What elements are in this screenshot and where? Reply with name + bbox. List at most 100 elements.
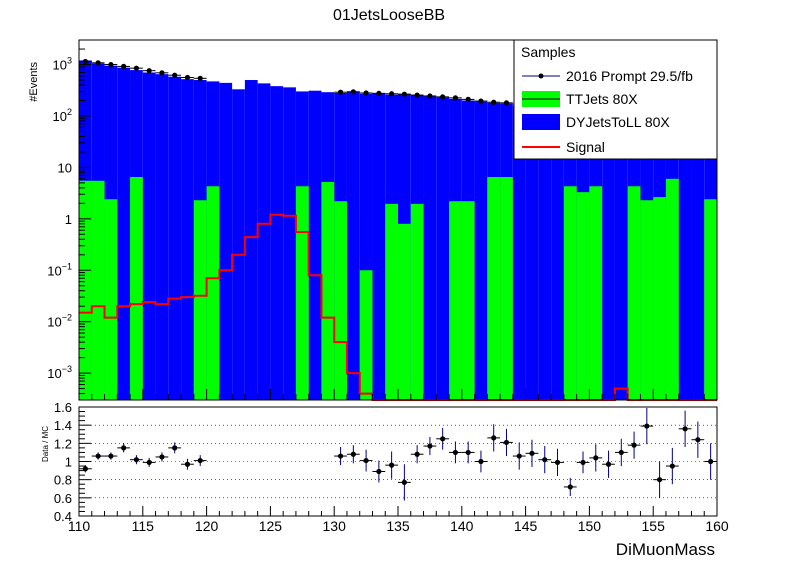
dy-bar — [346, 91, 360, 400]
ttjets-bar — [487, 177, 501, 400]
x-tick-label: 155 — [642, 518, 666, 534]
data-point — [491, 99, 497, 105]
ratio-point — [401, 479, 407, 485]
ratio-point — [363, 457, 369, 464]
ratio-point — [95, 453, 101, 459]
data-point — [376, 90, 382, 96]
legend-label: TTJets 80X — [566, 91, 638, 107]
data-point — [172, 72, 178, 78]
legend-title: Samples — [521, 44, 575, 60]
ttjets-bar — [576, 192, 590, 400]
data-point — [363, 90, 369, 96]
ttjets-bar — [627, 186, 641, 400]
ratio-y-tick-label: 1 — [65, 455, 72, 470]
dy-bar — [525, 106, 539, 401]
ratio-point — [554, 459, 561, 466]
data-point — [440, 94, 446, 100]
data-point — [159, 70, 165, 76]
legend: Samples 2016 Prompt 29.5/fb TTJets 80X D… — [513, 39, 718, 160]
ratio-point — [133, 457, 140, 463]
data-point — [414, 92, 420, 98]
x-tick-label: 125 — [259, 518, 283, 534]
data-point — [337, 89, 344, 95]
y-axis: 10−3 10−2 10−1 1 10 102 103 — [47, 39, 91, 401]
dy-bar — [691, 117, 705, 400]
dy-bar — [308, 90, 322, 401]
ttjets-bar — [449, 201, 462, 400]
dy-bar — [678, 115, 692, 400]
ttjets-bar — [334, 201, 347, 400]
ratio-point — [682, 426, 688, 432]
data-point — [389, 91, 395, 97]
ttjets-bar — [665, 178, 679, 400]
dy-bar — [602, 111, 615, 401]
ttjets-bar — [461, 201, 475, 400]
ratio-point — [389, 462, 395, 468]
data-point — [146, 68, 152, 74]
ratio-point — [516, 453, 522, 459]
data-point — [184, 74, 191, 81]
ratio-y-axis: 0.4 0.6 0.8 1 1.2 1.4 1.6 — [54, 400, 91, 524]
ttjets-bar — [91, 180, 105, 400]
dy-bar — [474, 101, 488, 400]
x-tick-label: 160 — [705, 518, 729, 534]
x-tick-label: 135 — [386, 518, 410, 534]
data-point — [478, 98, 484, 104]
ratio-point — [593, 455, 599, 461]
ttjets-bar — [563, 186, 577, 400]
data-point — [401, 91, 407, 97]
ratio-point — [82, 466, 88, 472]
ratio-point — [121, 445, 127, 451]
data-point — [121, 63, 127, 69]
dy-bar — [219, 82, 233, 400]
data-point — [350, 89, 356, 95]
legend-label: DYJetsToLL 80X — [566, 114, 670, 130]
ttjets-bar — [193, 200, 207, 400]
data-point — [133, 65, 140, 71]
ratio-point — [631, 442, 637, 448]
ttjets-bar — [206, 186, 220, 400]
chart-title: 01JetsLooseBB — [333, 7, 445, 24]
ttjets-bar — [295, 186, 309, 400]
data-point — [108, 61, 114, 68]
ratio-y-tick-label: 0.8 — [54, 473, 72, 488]
x-tick-label: 130 — [323, 518, 347, 534]
ratio-point — [567, 484, 573, 490]
ratio-point — [656, 477, 663, 483]
data-point — [82, 58, 88, 65]
legend-dy-swatch — [522, 114, 560, 130]
ratio-points — [79, 407, 717, 501]
dy-bar — [512, 105, 526, 401]
data-point — [427, 93, 433, 99]
ratio-point — [580, 459, 586, 466]
x-axis: 110 115 120 125 130 135 140 145 150 155 160 — [68, 506, 729, 534]
dy-bar — [614, 112, 628, 400]
ratio-point — [337, 453, 344, 459]
ratio-point — [146, 459, 152, 466]
ttjets-bar — [500, 177, 513, 400]
ttjets-bar — [359, 270, 373, 400]
ratio-point — [618, 449, 624, 456]
dy-bar — [270, 86, 284, 400]
y-tick-label: 1 — [65, 212, 72, 227]
x-tick-label: 140 — [450, 518, 474, 534]
legend-entry-signal: Signal — [522, 139, 605, 155]
ratio-point — [542, 457, 548, 463]
ratio-point — [172, 445, 178, 451]
ratio-point — [503, 439, 510, 446]
x-tick-label: 110 — [68, 518, 91, 534]
ratio-y-axis-label: Data / MC — [41, 426, 50, 462]
ratio-point — [452, 449, 459, 456]
ttjets-bar — [321, 182, 335, 400]
y-axis-label: #Events — [28, 62, 40, 102]
y-tick-label: 10−3 — [47, 364, 72, 381]
dy-bar — [257, 83, 271, 401]
legend-entry-ttjets: TTJets 80X — [522, 91, 638, 107]
ttjets-bar — [398, 223, 411, 400]
ratio-point — [478, 458, 484, 465]
ratio-point — [108, 453, 114, 459]
dy-bar — [232, 89, 245, 400]
ttjets-bar — [704, 199, 717, 400]
ratio-point — [529, 450, 535, 456]
y-tick-label: 10−2 — [47, 313, 72, 330]
